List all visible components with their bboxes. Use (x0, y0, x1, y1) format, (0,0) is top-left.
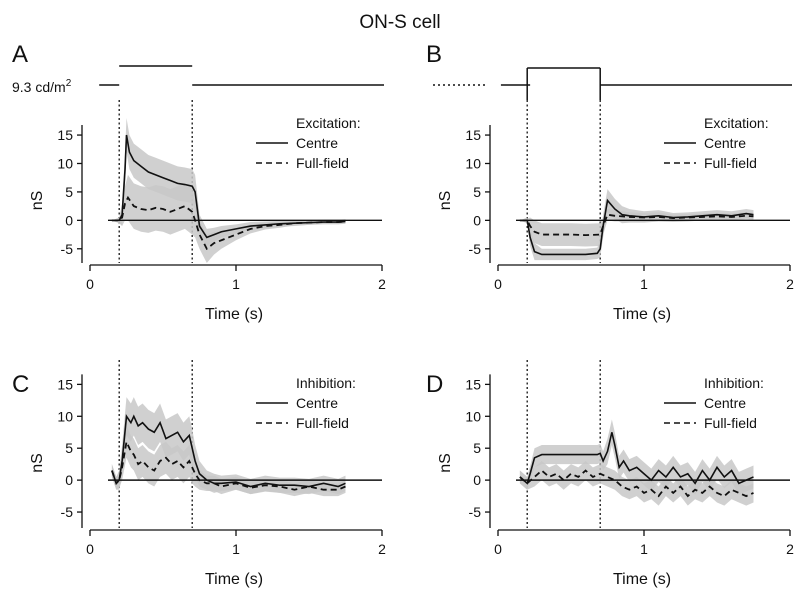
panel-c-x-tick-label: 1 (232, 541, 240, 557)
panel-b: B 15 10 5 0 -5 nS 0 1 2 Time (s) Excitation: Centre F… (426, 41, 794, 323)
stimulus-intensity-exponent: 2 (66, 78, 72, 89)
panel-c-y-tick-label: 10 (57, 408, 73, 424)
panel-a-series-centre (111, 134, 346, 239)
panel-c-x-tick-label: 0 (86, 541, 94, 557)
stimulus-intensity-value: 9.3 cd/m (12, 79, 66, 95)
panel-b-series-centre (519, 198, 754, 256)
figure-title: ON-S cell (359, 12, 440, 33)
panel-d-x-tick-label: 0 (494, 541, 502, 557)
panel-b-letter: B (426, 41, 442, 68)
panel-a-letter: A (12, 41, 28, 68)
panel-b-y-tick-label: 15 (465, 127, 481, 143)
panel-d-y-tick-label: 0 (473, 472, 481, 488)
panel-b-y-tick-label: 10 (465, 155, 481, 171)
panel-a-y-tick-label: 0 (65, 212, 73, 228)
panel-a-y-label: nS (29, 191, 46, 211)
panel-b-x-tick-label: 1 (640, 276, 648, 292)
panel-c-x-tick-label: 2 (378, 541, 386, 557)
panel-c-legend-label-1: Full-field (296, 415, 349, 431)
panel-d: D 15 10 5 0 -5 nS 0 1 2 Time (s) Inhibition: Centre F… (426, 360, 794, 588)
panel-c-legend-label-0: Centre (296, 395, 338, 411)
panel-d-series-full-field (519, 469, 754, 498)
panel-c-y-tick-label: 15 (57, 376, 73, 392)
panel-c-y-tick-label: -5 (61, 504, 74, 520)
panel-b-legend-title: Excitation: (704, 115, 769, 131)
panel-d-y-tick-label: -5 (469, 504, 482, 520)
panel-b-x-label: Time (s) (613, 306, 671, 323)
panel-b-band-0 (519, 189, 754, 261)
panel-b-band-1 (519, 208, 754, 247)
panel-b-series-full-field (519, 213, 754, 237)
panel-b-y-tick-label: -5 (469, 241, 482, 257)
panel-a-band-1 (111, 174, 346, 263)
panel-c-y-tick-label: 5 (65, 440, 73, 456)
panel-d-band-1 (519, 460, 754, 506)
panel-a-series-full-field (111, 195, 346, 251)
panel-a-x-tick-label: 0 (86, 276, 94, 292)
panel-c-band-1 (111, 425, 346, 497)
panel-c-legend-title: Inhibition: (296, 375, 356, 391)
panel-c-series-full-field (111, 438, 346, 491)
panel-c-x-label: Time (s) (205, 571, 263, 588)
panel-c-series-centre (111, 414, 346, 488)
panel-b-y-label: nS (437, 191, 454, 211)
panel-d-series-centre (519, 432, 754, 485)
panel-b-y-tick-label: 0 (473, 212, 481, 228)
panel-c-band-0 (111, 397, 346, 495)
panel-d-y-tick-label: 15 (465, 376, 481, 392)
panel-b-y-tick-label: 5 (473, 184, 481, 200)
panel-b-legend-label-1: Full-field (704, 155, 757, 171)
panel-d-y-label: nS (437, 453, 454, 473)
panel-b-x-tick-label: 0 (494, 276, 502, 292)
panel-a-legend-label-0: Centre (296, 135, 338, 151)
panel-a: A 15 10 5 0 -5 nS 0 1 2 Time (s) Excitation: Centre F… (12, 41, 386, 323)
stimulus-intensity-label: 9.3 cd/m2 (12, 78, 72, 95)
panel-d-x-label: Time (s) (613, 571, 671, 588)
panel-b-legend-label-0: Centre (704, 135, 746, 151)
panel-a-x-label: Time (s) (205, 306, 263, 323)
panel-b-stimulus-trace (433, 67, 792, 86)
panel-d-x-tick-label: 2 (786, 541, 794, 557)
panel-a-y-tick-label: 10 (57, 155, 73, 171)
panel-a-stimulus-trace (99, 65, 384, 86)
panel-d-y-tick-label: 10 (465, 408, 481, 424)
panel-a-legend-label-1: Full-field (296, 155, 349, 171)
panel-d-legend-title: Inhibition: (704, 375, 764, 391)
panel-d-legend-label-1: Full-field (704, 415, 757, 431)
panel-a-legend-title: Excitation: (296, 115, 361, 131)
panel-d-letter: D (426, 371, 443, 398)
panel-a-x-tick-label: 1 (232, 276, 240, 292)
panel-d-band-0 (519, 419, 754, 495)
panel-c-letter: C (12, 371, 29, 398)
panel-d-y-tick-label: 5 (473, 440, 481, 456)
panel-d-legend-label-0: Centre (704, 395, 746, 411)
panel-c: C 15 10 5 0 -5 nS 0 1 2 Time (s) Inhibition: Centre F… (12, 360, 386, 588)
panel-c-y-label: nS (29, 453, 46, 473)
panel-a-x-tick-label: 2 (378, 276, 386, 292)
panel-a-band-0 (111, 118, 346, 246)
panel-a-y-tick-label: -5 (61, 241, 74, 257)
panel-a-y-tick-label: 15 (57, 127, 73, 143)
panel-b-x-tick-label: 2 (786, 276, 794, 292)
panel-c-y-tick-label: 0 (65, 472, 73, 488)
panel-a-y-tick-label: 5 (65, 184, 73, 200)
panel-d-x-tick-label: 1 (640, 541, 648, 557)
